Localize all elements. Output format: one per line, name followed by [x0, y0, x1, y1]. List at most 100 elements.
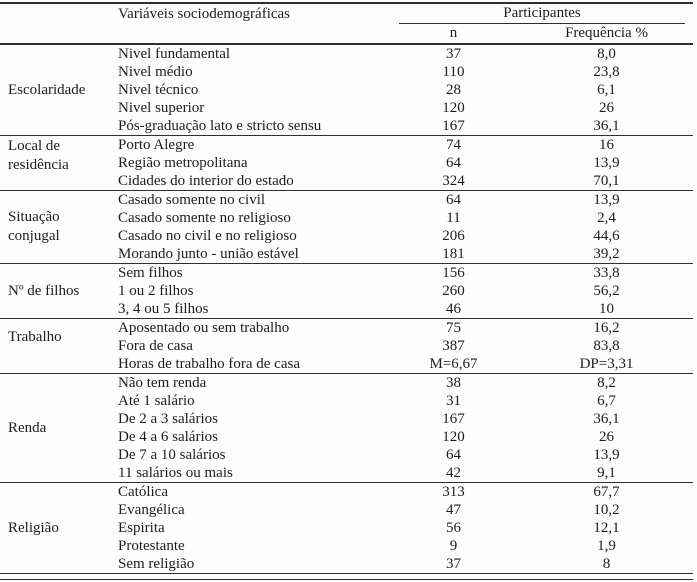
frequency-value-cell: 70,1 — [520, 172, 694, 191]
header-row-sub: n Frequência % — [0, 24, 694, 45]
frequency-value-cell: 33,8 — [593, 265, 620, 281]
table-row: Nº de filhos Sem filhos 156 33,8 — [0, 263, 693, 319]
variable-cell: Até 1 salário — [118, 393, 195, 409]
table-body: Escolaridade Nivel fundamental 37 8,0 Nivel … — [0, 44, 694, 574]
frequency-value-cell: 9,1 — [520, 464, 694, 483]
frequency-value-cell: 16,2 — [593, 320, 620, 336]
n-value-cell: 64 — [446, 447, 461, 463]
variable-cell: Fora de casa — [118, 338, 193, 354]
n-value-cell: M=6,67 — [387, 355, 520, 374]
category-cell: Trabalho — [0, 318, 115, 374]
variable-cell: Espirita — [118, 520, 165, 536]
n-value-cell: 47 — [446, 502, 461, 518]
table-row: Fora de casa 387 83,8 — [0, 337, 693, 355]
variable-cell: Casado somente no civil — [118, 192, 266, 208]
category-cell: Local de residência — [0, 135, 115, 191]
n-column-header: n — [387, 24, 520, 45]
n-value-cell: 74 — [446, 137, 461, 153]
n-value-cell: 56 — [446, 520, 461, 536]
n-value-cell: 37 — [446, 46, 461, 62]
table-row: Pós-graduação lato e stricto sensu 167 36,… — [0, 117, 694, 136]
table-row: De 2 a 3 salários 167 36,1 — [0, 410, 693, 428]
sociodemographic-table: Variáveis sociodemográficas Participante… — [0, 2, 694, 574]
table-row: Horas de trabalho fora de casa M=6,67 DP=3… — [0, 355, 694, 374]
n-value-cell: 42 — [387, 464, 520, 483]
table-row: Situação conjugal Casado somente no civil… — [0, 190, 693, 264]
n-value-cell: 206 — [442, 228, 465, 244]
n-value-cell: 260 — [442, 283, 465, 299]
n-value-cell: 46 — [387, 300, 520, 319]
n-value-cell: 120 — [442, 100, 465, 116]
frequency-value-cell: 23,8 — [593, 64, 620, 80]
category-cell: Nº de filhos — [0, 263, 115, 319]
table-row: Trabalho Aposentado ou sem trabalho 75 16,2 — [0, 318, 693, 374]
variable-cell: Nivel médio — [118, 64, 193, 80]
variable-cell: 1 ou 2 filhos — [118, 283, 194, 299]
n-value-cell: 167 — [442, 411, 465, 427]
table-row: Religião Católica 313 67,7 — [0, 482, 693, 574]
table-row: Nivel técnico 28 6,1 — [0, 81, 693, 99]
table-row: Evangélica 47 10,2 — [0, 501, 693, 519]
table-row: Protestante 9 1,9 — [0, 537, 693, 555]
table-row: Até 1 salário 31 6,7 — [0, 392, 693, 410]
table-row: Renda Não tem renda 38 8,2 — [0, 373, 693, 483]
frequency-value-cell: 6,7 — [597, 393, 616, 409]
n-value-cell: 313 — [442, 484, 465, 500]
n-value-cell: 9 — [449, 538, 458, 554]
n-value-cell: 181 — [387, 245, 520, 264]
category-cell: Escolaridade — [0, 44, 115, 136]
frequency-value-cell: 1,9 — [597, 538, 616, 554]
n-value-cell: 38 — [446, 375, 461, 391]
n-value-cell: 387 — [442, 338, 465, 354]
frequency-value-cell: 83,8 — [593, 338, 620, 354]
n-value-cell: 167 — [387, 117, 520, 136]
variable-cell: Pós-graduação lato e stricto sensu — [115, 117, 387, 136]
variable-cell: Casado somente no religioso — [118, 210, 291, 226]
frequency-value-cell: 56,2 — [593, 283, 620, 299]
n-value-cell: 110 — [442, 64, 465, 80]
variable-cell: Porto Alegre — [118, 137, 195, 153]
table-row: Morando junto - união estável 181 39,2 — [0, 245, 694, 264]
table-row: 11 salários ou mais 42 9,1 — [0, 464, 694, 483]
table-row: Região metropolitana 64 13,9 — [0, 154, 693, 172]
variable-cell: Sem religião — [115, 555, 387, 574]
table-row: Sem religião 37 8 — [0, 555, 694, 574]
bottom-rule — [0, 579, 693, 580]
n-value-cell: 28 — [446, 82, 461, 98]
frequency-value-cell: 36,1 — [520, 117, 694, 136]
table-row: Casado no civil e no religioso 206 44,6 — [0, 227, 693, 245]
frequency-value-cell: 67,7 — [593, 484, 620, 500]
variable-cell: Nivel fundamental — [118, 46, 231, 62]
table-row: Escolaridade Nivel fundamental 37 8,0 — [0, 44, 693, 136]
frequency-value-cell: 36,1 — [593, 411, 620, 427]
n-value-cell: 37 — [387, 555, 520, 574]
frequency-value-cell: 12,1 — [593, 520, 620, 536]
frequency-value-cell: 2,4 — [597, 210, 616, 226]
variable-cell: De 7 a 10 salários — [118, 447, 226, 463]
frequency-column-header: Frequência % — [520, 24, 694, 45]
variable-cell: Aposentado ou sem trabalho — [118, 320, 290, 336]
frequency-value-cell: 39,2 — [520, 245, 694, 264]
frequency-value-cell: 8 — [520, 555, 694, 574]
header-row-main: Variáveis sociodemográficas Participante… — [0, 3, 693, 24]
table-row: 3, 4 ou 5 filhos 46 10 — [0, 300, 694, 319]
table-row: Nivel médio 110 23,8 — [0, 63, 693, 81]
table-row: De 4 a 6 salários 120 26 — [0, 428, 693, 446]
frequency-value-cell: 10,2 — [593, 502, 620, 518]
variables-header: Variáveis sociodemográficas — [118, 5, 291, 22]
frequency-value-cell: 13,9 — [593, 155, 620, 171]
variable-cell: Região metropolitana — [118, 155, 248, 171]
variable-cell: Protestante — [118, 538, 185, 554]
variable-cell: 3, 4 ou 5 filhos — [115, 300, 387, 319]
variable-cell: Sem filhos — [118, 265, 183, 281]
table-row: Local de residência Porto Alegre 74 16 — [0, 135, 693, 191]
n-value-cell: 156 — [442, 265, 465, 281]
table-row: De 7 a 10 salários 64 13,9 — [0, 446, 693, 464]
category-cell: Religião — [0, 482, 115, 574]
n-value-cell: 64 — [446, 192, 461, 208]
participants-header: Participantes — [387, 3, 693, 24]
frequency-value-cell: 26 — [599, 429, 614, 445]
variable-cell: Evangélica — [118, 502, 185, 518]
n-value-cell: 31 — [446, 393, 461, 409]
